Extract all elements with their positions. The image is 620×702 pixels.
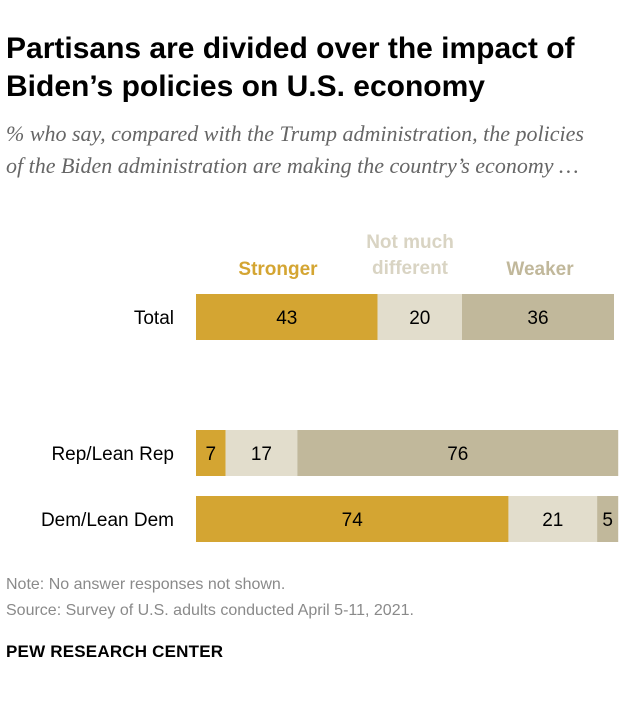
chart-source: Source: Survey of U.S. adults conducted … bbox=[6, 602, 414, 619]
legend-label-not-much-different: different bbox=[372, 258, 449, 279]
chart-subtitle: % who say, compared with the Trump admin… bbox=[6, 121, 584, 178]
legend-label-stronger: Stronger bbox=[238, 259, 318, 280]
category-label-total: Total bbox=[134, 308, 174, 329]
value-label-total-stronger: 43 bbox=[276, 308, 297, 329]
chart-title-line-2: Biden’s policies on U.S. economy bbox=[6, 70, 485, 103]
bar-dem-lean-dem-weaker bbox=[597, 496, 619, 542]
bar-dem-lean-dem-not-much-different bbox=[508, 496, 598, 542]
bar-rep-lean-rep-not-much-different bbox=[225, 430, 298, 476]
stacked-bar-chart: Stronger Not much different Weaker Total 43 20… bbox=[41, 232, 619, 542]
bar-total-weaker bbox=[462, 294, 614, 340]
value-label-total-not-much-different: 20 bbox=[409, 308, 430, 329]
bar-rep-lean-rep-weaker bbox=[297, 430, 619, 476]
chart-title: Partisans are divided over the impact of… bbox=[6, 30, 616, 106]
chart-note: Note: No answer responses not shown. bbox=[6, 576, 286, 593]
value-label-total-weaker: 36 bbox=[527, 308, 548, 329]
value-label-rep-lean-rep-stronger: 7 bbox=[205, 444, 216, 465]
value-label-dem-lean-dem-stronger: 74 bbox=[342, 510, 364, 531]
bar-total-not-much-different bbox=[377, 294, 462, 340]
bar-total-stronger bbox=[196, 294, 378, 340]
category-label-dem-lean-dem: Dem/Lean Dem bbox=[41, 510, 174, 531]
bar-dem-lean-dem-stronger bbox=[196, 496, 509, 542]
value-label-rep-lean-rep-not-much-different: 17 bbox=[251, 444, 272, 465]
value-label-dem-lean-dem-not-much-different: 21 bbox=[542, 510, 563, 531]
chart-title-line-1: Partisans are divided over the impact of bbox=[6, 32, 575, 65]
legend-label-not-much-different: Not much bbox=[366, 232, 454, 253]
legend-label-weaker: Weaker bbox=[506, 259, 574, 280]
category-label-rep-lean-rep: Rep/Lean Rep bbox=[51, 444, 174, 465]
value-label-rep-lean-rep-weaker: 76 bbox=[447, 444, 468, 465]
value-label-dem-lean-dem-weaker: 5 bbox=[602, 510, 613, 531]
bar-rep-lean-rep-stronger bbox=[196, 430, 226, 476]
brand-logo-text: PEW RESEARCH CENTER bbox=[6, 642, 224, 661]
